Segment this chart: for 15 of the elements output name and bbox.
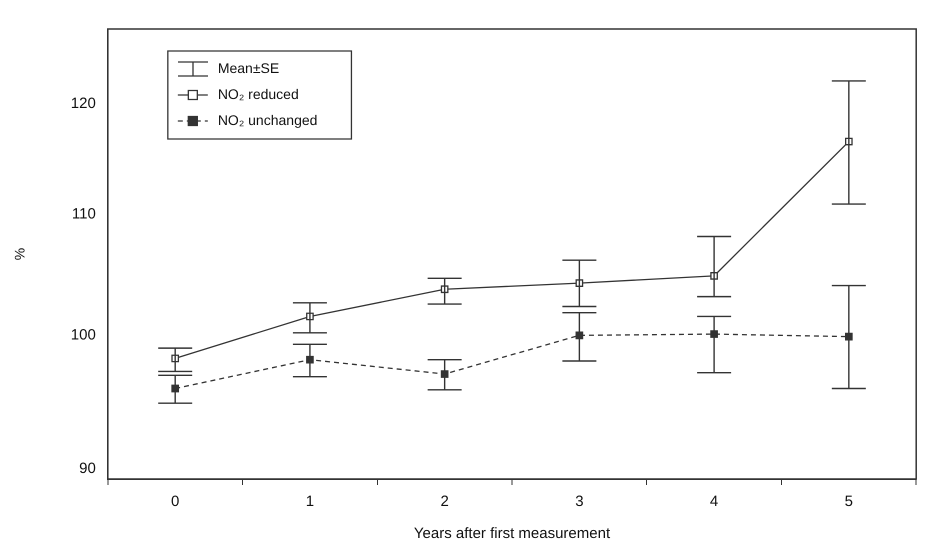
x-tick-label: 2 (440, 493, 449, 510)
x-tick-label: 1 (306, 493, 314, 510)
y-tick-label: 110 (72, 206, 96, 223)
y-tick-label: 100 (70, 326, 96, 344)
x-tick-label: 3 (575, 493, 584, 510)
legend-label: NO₂ unchanged (218, 112, 318, 128)
y-axis-title: % (11, 248, 28, 260)
x-tick-label: 5 (844, 493, 854, 510)
legend-title: Mean±SE (218, 60, 280, 76)
x-tick-label: 0 (171, 493, 180, 510)
legend-label: NO₂ reduced (218, 86, 299, 102)
y-tick-label: 120 (70, 95, 96, 112)
y-tick-label: 90 (79, 460, 96, 478)
x-tick-label: 4 (710, 493, 718, 510)
x-axis-title: Years after first measurement (414, 525, 611, 542)
